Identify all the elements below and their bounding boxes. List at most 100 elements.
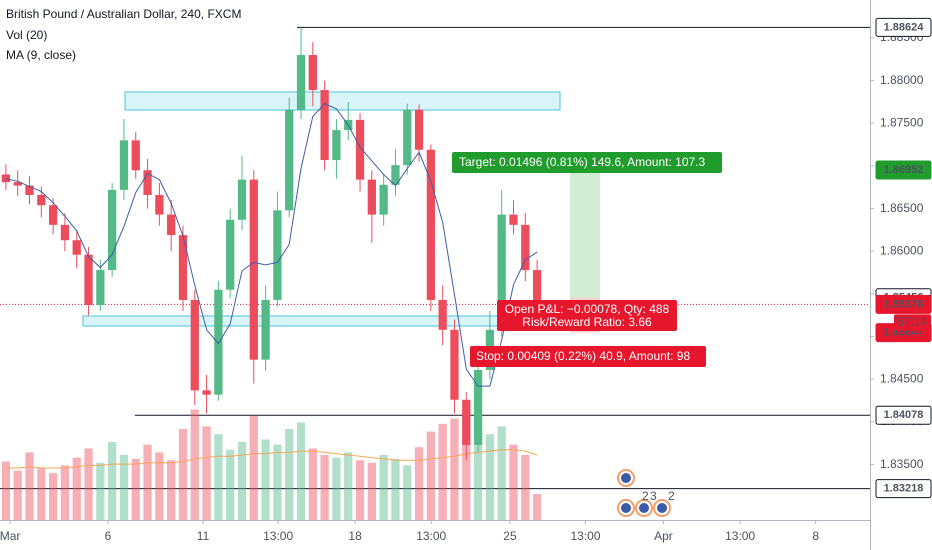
stop-label: Stop: 0.00409 (0.22%) 40.9, Amount: 98 <box>476 349 690 363</box>
candle-body <box>497 214 506 330</box>
candle-body <box>178 235 188 300</box>
candle-body <box>462 399 471 445</box>
y-tick-label: 1.88000 <box>880 73 924 87</box>
candle-body <box>414 109 424 150</box>
volume-bar <box>178 429 188 520</box>
volume-bar <box>438 423 447 520</box>
volume-bar <box>367 462 376 520</box>
candle-body <box>438 299 447 330</box>
candle-body <box>167 214 176 236</box>
volume-bar <box>226 449 235 520</box>
candle-body <box>403 109 412 166</box>
x-tick-label: 13:00 <box>263 529 293 543</box>
candle-body <box>296 55 306 110</box>
volume-bar <box>285 429 294 520</box>
volume-bar <box>167 460 176 520</box>
candle-body <box>473 369 483 445</box>
volume-bar <box>48 473 58 520</box>
event-count: 2 <box>642 489 649 503</box>
volume-bar <box>84 448 93 520</box>
underlay <box>0 26 870 520</box>
volume-bar <box>426 431 435 520</box>
pnl-box <box>497 300 677 331</box>
candle-body <box>72 240 81 255</box>
volume-bar <box>96 462 105 520</box>
candle-body <box>521 224 530 271</box>
price-tag-label: 1.88624 <box>884 21 925 33</box>
candle-body <box>108 189 117 271</box>
volume-bar <box>214 434 223 520</box>
volume-bar <box>332 457 341 520</box>
volume-bar <box>485 434 495 520</box>
candle-body <box>332 130 341 160</box>
volume-bar <box>237 442 247 520</box>
volume-bar <box>13 470 22 520</box>
x-tick-label: 6 <box>105 529 112 543</box>
candle-body <box>48 205 58 225</box>
x-tick-label: Mar <box>0 529 20 543</box>
candle-body <box>37 194 46 206</box>
target-label: Target: 0.01496 (0.81%) 149.6, Amount: 1… <box>459 155 705 169</box>
target-box <box>452 152 722 173</box>
candle-body <box>60 224 70 241</box>
volume-bar <box>249 416 258 520</box>
candle-body <box>155 194 164 215</box>
event-flag <box>639 503 649 513</box>
x-tick-label: 13:00 <box>725 529 755 543</box>
volume-bar <box>261 439 270 520</box>
x-tick-label: Apr <box>654 529 673 543</box>
volume-bar <box>1 461 11 520</box>
candle-body <box>426 149 435 300</box>
candle-body <box>214 289 223 395</box>
event-count: 2 <box>668 489 675 503</box>
target-zone <box>570 170 600 298</box>
volume-bar <box>202 426 211 520</box>
resistance-zone <box>124 91 561 111</box>
volume-bar <box>379 455 388 520</box>
rr-label: Risk/Reward Ratio: 3.66 <box>522 315 652 329</box>
price-tag-label: 1.86952 <box>884 164 924 176</box>
candle-body <box>143 170 152 195</box>
y-tick-label: 1.86000 <box>880 243 924 257</box>
volume-bar <box>273 444 282 520</box>
candle-body <box>1 174 11 183</box>
candle-body <box>131 140 140 171</box>
candle-body <box>96 270 105 306</box>
price-tag <box>875 479 932 499</box>
volume-bar <box>462 410 471 520</box>
volume-bar <box>108 442 117 520</box>
candle-body <box>84 254 93 306</box>
candle-body <box>249 179 258 360</box>
volume-bar <box>521 455 530 520</box>
y-tick-label: 1.83500 <box>880 457 924 471</box>
volume-bar <box>403 465 412 520</box>
x-tick-label: 18 <box>348 529 362 543</box>
candle-body <box>202 390 211 395</box>
candle-body <box>320 90 329 160</box>
candle-body <box>119 140 129 190</box>
indicator-label: Vol (20) <box>6 28 47 42</box>
volume-bar <box>37 468 46 520</box>
volume-bar <box>155 452 164 520</box>
marks <box>1 27 542 461</box>
price-tag <box>875 294 932 314</box>
x-tick-label: 25 <box>503 529 517 543</box>
volume-bar <box>414 447 424 520</box>
candle-body <box>509 214 518 225</box>
x-tick-label: 11 <box>197 529 210 543</box>
volume-ma-line <box>5 449 538 469</box>
y-tick-label: 1.87500 <box>880 115 924 129</box>
volume-bar <box>143 444 152 520</box>
candle-body <box>379 184 388 215</box>
y-tick-label: 1.84500 <box>880 371 924 385</box>
candle-body <box>261 299 270 360</box>
volume-bar <box>60 465 70 520</box>
volume-bar <box>320 455 329 520</box>
indicator-label: MA (9, close) <box>6 48 76 62</box>
candle-body <box>226 219 235 290</box>
price-tag-label: 1.84078 <box>884 409 924 421</box>
candle-body <box>237 179 247 220</box>
candle-body <box>190 299 199 391</box>
candle-body <box>273 210 282 300</box>
event-flag <box>657 503 667 513</box>
